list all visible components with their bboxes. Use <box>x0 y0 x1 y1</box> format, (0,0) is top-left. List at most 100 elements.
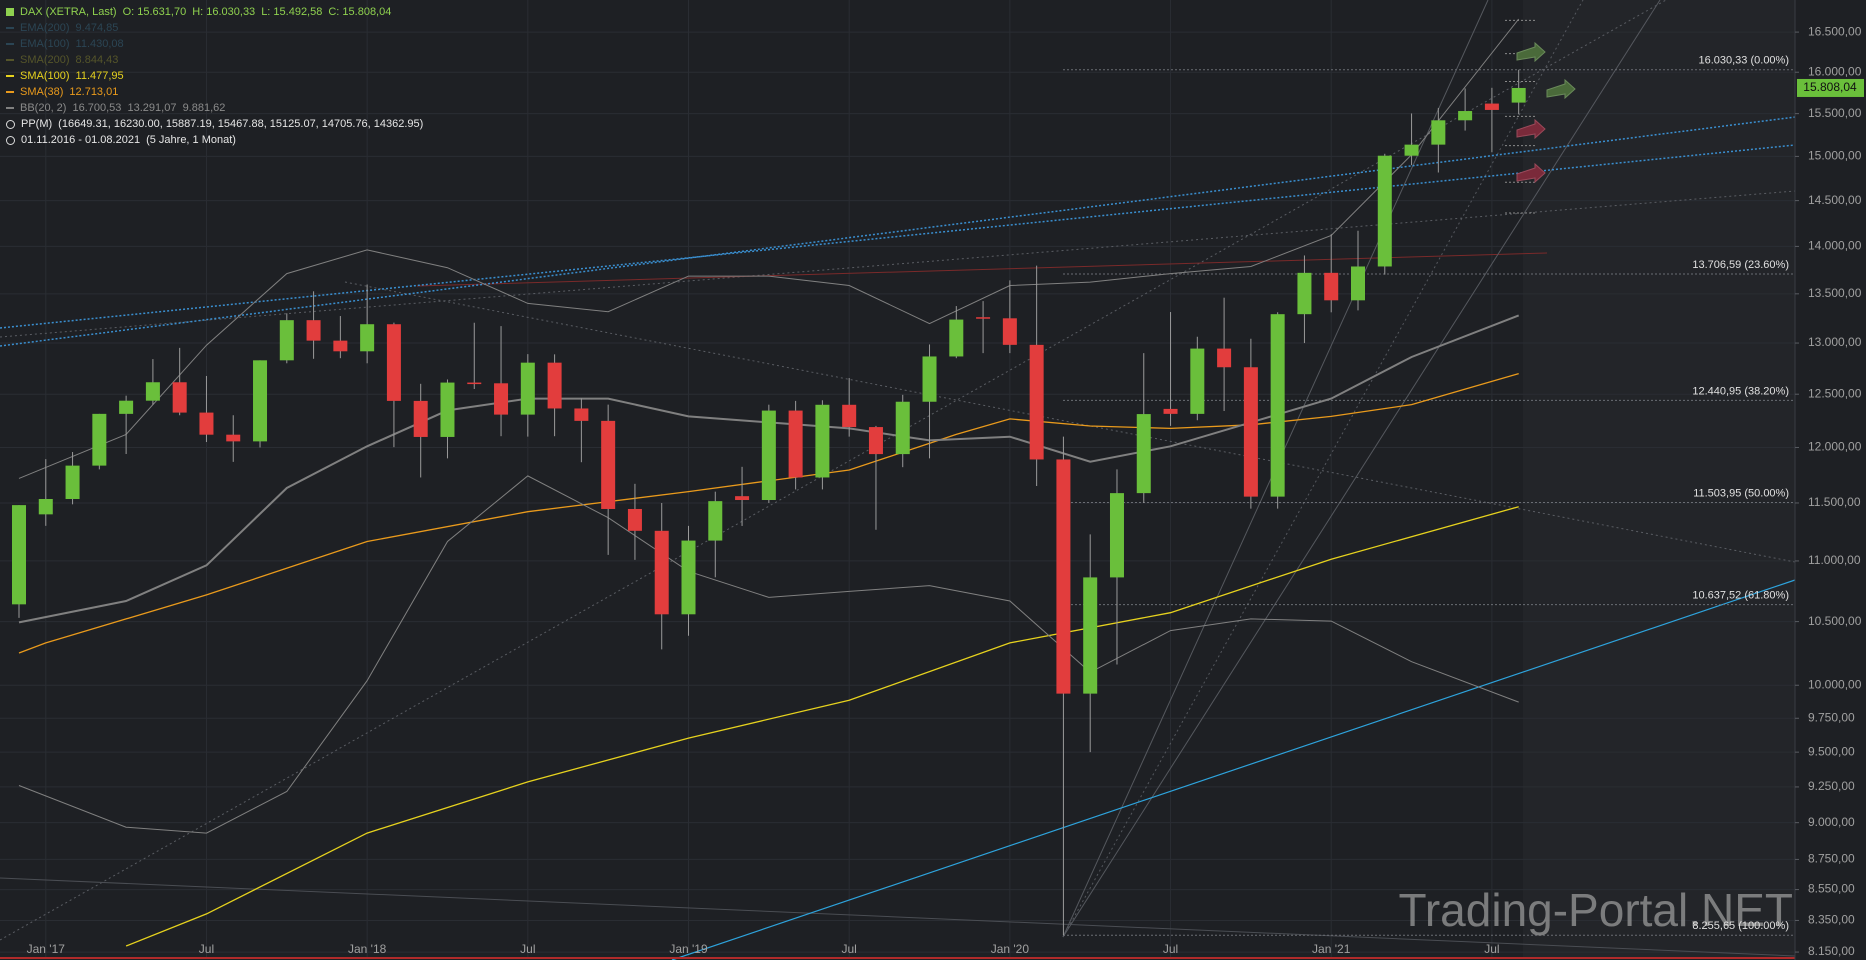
candle-body <box>1484 103 1499 110</box>
legend-entry: SMA(200) 8.844,43 <box>6 52 423 68</box>
candle-body <box>65 465 80 499</box>
legend-value: 8.844,43 <box>75 54 119 66</box>
candle-body <box>226 434 241 442</box>
candle-body <box>815 404 830 478</box>
candle-body <box>627 508 642 531</box>
legend-entry: SMA(100) 11.477,95 <box>6 68 423 84</box>
candle-body <box>1083 577 1098 694</box>
pivot-arrows <box>1516 41 1576 184</box>
legend-name: EMA(100) <box>20 38 70 50</box>
candle-body <box>574 408 589 421</box>
support-line <box>671 579 1796 960</box>
y-tick-label: 9.500,00 <box>1808 744 1855 758</box>
channel-line <box>0 190 1796 338</box>
candle-body <box>1511 87 1526 103</box>
candle-body <box>1324 272 1339 301</box>
legend-name: SMA(38) <box>20 86 64 98</box>
plot-area <box>12 18 1795 947</box>
trend-line <box>416 252 1548 287</box>
period: 01.11.2016 - 01.08.2021 <box>21 134 141 146</box>
legend-value: 11.477,95 <box>75 70 124 82</box>
candle-body <box>895 401 910 455</box>
legend-name: SMA(200) <box>20 54 70 66</box>
y-tick-label: 11.000,00 <box>1808 553 1861 567</box>
trend-line <box>0 0 1667 941</box>
fib-label: 12.440,95 (38.20%) <box>1692 385 1789 397</box>
channel-line <box>0 116 1796 347</box>
x-tick-label: Jul <box>842 942 857 956</box>
candle-body <box>601 420 616 509</box>
last-price-box <box>1797 78 1864 97</box>
candle-body <box>1404 144 1419 156</box>
candle-body <box>681 540 696 615</box>
candle-body <box>1351 266 1365 301</box>
candle-body <box>306 320 321 341</box>
arrow <box>1516 118 1546 140</box>
y-tick-label: 14.000,00 <box>1808 239 1862 253</box>
grid <box>0 0 1795 958</box>
candle-body <box>440 382 455 437</box>
legend-name: EMA(200) <box>20 22 70 34</box>
candle-body <box>708 501 723 541</box>
trend-line <box>0 877 1796 957</box>
legend-icon <box>6 135 15 145</box>
candle-body <box>199 412 214 435</box>
x-tick-label: Jan '18 <box>348 942 387 956</box>
candle-body <box>360 324 375 352</box>
legend-value: 9.474,85 <box>75 22 119 34</box>
legend: DAX (XETRA, Last) O: 15.631,70 H: 16.030,… <box>6 4 423 148</box>
legend-header: DAX (XETRA, Last) O: 15.631,70 H: 16.030,… <box>6 4 423 20</box>
y-tick-label: 16.500,00 <box>1808 24 1862 38</box>
legend-name: BB(20, 2) <box>20 102 67 114</box>
candle-body <box>1458 111 1473 121</box>
candle-body <box>413 400 428 437</box>
legend-icon <box>6 119 15 129</box>
drawings <box>0 0 1796 960</box>
fib-label: 10.637,52 (61.80%) <box>1692 590 1789 602</box>
fan-line <box>1062 0 1661 938</box>
candle-body <box>12 505 26 605</box>
ohlc-value: H: 16.030,33 <box>192 6 256 18</box>
y-tick-label: 9.000,00 <box>1808 815 1855 829</box>
candle-body <box>949 319 964 357</box>
y-tick-label: 8.750,00 <box>1808 852 1855 866</box>
candle-body <box>1109 493 1124 578</box>
candle-body <box>1377 155 1392 267</box>
candle-body <box>386 324 401 401</box>
legend-swatch <box>6 91 14 93</box>
legend-entry: SMA(38) 12.713,01 <box>6 84 423 100</box>
legend-entry: EMA(200) 9.474,85 <box>6 20 423 36</box>
legend-entry: 01.11.2016 - 01.08.2021 (5 Jahre, 1 Monat… <box>6 132 423 148</box>
y-tick-label: 10.500,00 <box>1808 614 1862 628</box>
candle-body <box>547 362 562 409</box>
fan-line <box>1062 0 1584 938</box>
legend-value: 16.700,53 13.291,07 9.881,62 <box>72 102 226 114</box>
candle-body <box>842 404 857 428</box>
y-tick-label: 12.500,00 <box>1808 386 1862 400</box>
candle-body <box>1136 414 1151 494</box>
last-price-label: 15.808,04 <box>1803 80 1857 94</box>
candle-body <box>1217 348 1232 368</box>
y-tick-label: 16.000,00 <box>1808 64 1862 78</box>
y-tick-label: 8.350,00 <box>1808 913 1855 927</box>
y-tick-label: 14.500,00 <box>1808 193 1862 207</box>
candle-body <box>868 427 883 455</box>
candle-body <box>654 530 669 615</box>
watermark: Trading-Portal.NET <box>1398 884 1793 936</box>
candle-body <box>976 317 991 319</box>
ohlc-value: C: 15.808,04 <box>328 6 392 18</box>
fib-label: 11.503,95 (50.00%) <box>1693 487 1789 499</box>
legend-name: PP(M) <box>21 118 53 130</box>
y-tick-label: 12.000,00 <box>1808 440 1862 454</box>
legend-swatch <box>6 27 14 29</box>
x-tick-label: Jul <box>199 942 214 956</box>
x-tick-label: Jul <box>1484 942 1499 956</box>
y-tick-label: 13.500,00 <box>1808 286 1862 300</box>
legend-swatch <box>6 107 14 109</box>
candle-body <box>1056 459 1071 694</box>
candle-body <box>1270 314 1285 497</box>
legend-icon <box>6 8 14 16</box>
y-tick-label: 8.150,00 <box>1808 944 1855 958</box>
